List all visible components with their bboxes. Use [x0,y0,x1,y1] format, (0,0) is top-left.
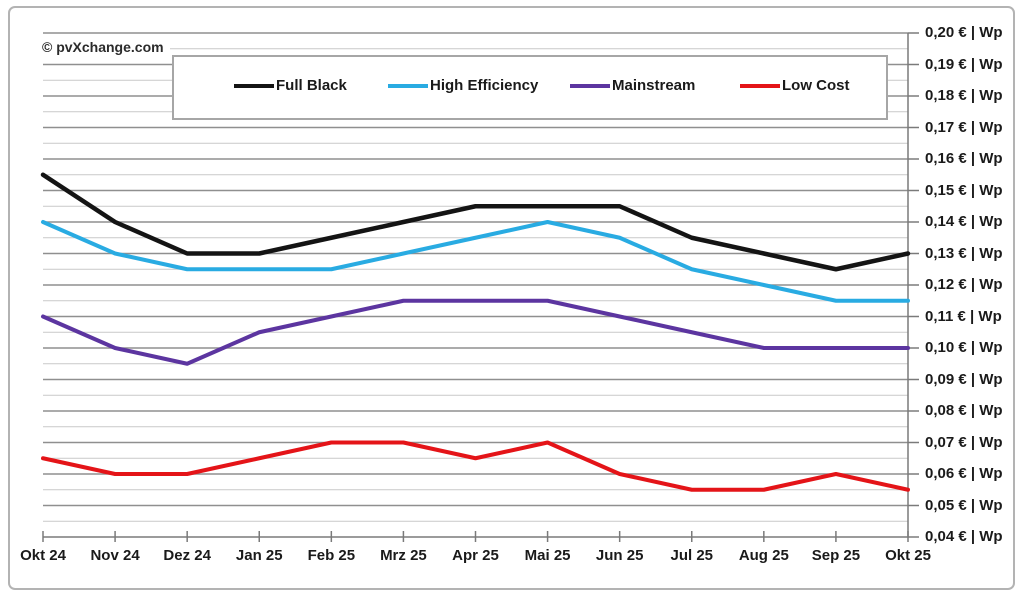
y-tick-label: 0,04 € | Wp [925,528,1003,545]
y-tick-label: 0,12 € | Wp [925,276,1003,293]
y-tick-label: 0,18 € | Wp [925,87,1003,104]
y-tick-label: 0,10 € | Wp [925,339,1003,356]
copyright-watermark: © pvXchange.com [40,38,170,56]
y-tick-label: 0,08 € | Wp [925,402,1003,419]
legend: Full Black High Efficiency Mainstream Low C… [172,55,888,120]
x-tick-label: Okt 24 [20,547,66,564]
series-line-high-efficiency [41,220,910,303]
legend-line-swatch-icon [234,83,274,88]
legend-item-low-cost: Low Cost [740,57,850,114]
legend-label: Low Cost [782,77,850,94]
y-tick-label: 0,14 € | Wp [925,213,1003,230]
legend-label: High Efficiency [430,77,539,94]
x-tick-label: Okt 25 [885,547,931,564]
x-tick-label: Jun 25 [595,547,644,564]
x-tick-label: Mai 25 [524,547,571,564]
y-tick-label: 0,19 € | Wp [925,55,1003,73]
y-tick-label: 0,16 € | Wp [925,150,1003,167]
y-tick-label: 0,15 € | Wp [925,181,1003,199]
x-tick-label: Jan 25 [235,547,283,564]
y-tick-label: 0,06 € | Wp [925,465,1003,482]
legend-line-swatch-icon [570,83,610,88]
legend-label: Mainstream [612,77,696,94]
x-tick-label: Apr 25 [452,547,499,564]
x-tick-label: Aug 25 [738,547,789,564]
y-tick-label: 0,17 € | Wp [925,118,1003,136]
series-line-low-cost [41,440,910,492]
x-tick-label: Jul 25 [670,547,714,564]
x-tick-label: Dez 24 [163,547,211,564]
legend-item-mainstream: Mainstream [570,57,695,114]
y-tick-label: 0,09 € | Wp [925,370,1003,388]
series-line-full-black [40,172,911,272]
x-tick-label: Mrz 25 [380,547,427,564]
y-tick-label: 0,20 € | Wp [925,24,1003,41]
legend-item-high-efficiency: High Efficiency [388,57,538,114]
y-tick-label: 0,07 € | Wp [925,433,1003,451]
series-line-mainstream [41,298,910,366]
y-tick-label: 0,11 € | Wp [925,307,1002,325]
y-tick-label: 0,13 € | Wp [925,244,1003,262]
legend-item-full-black: Full Black [234,57,347,114]
legend-line-swatch-icon [388,83,428,88]
x-tick-label: Sep 25 [811,547,861,564]
y-tick-label: 0,05 € | Wp [925,496,1003,514]
x-tick-label: Feb 25 [307,547,356,564]
legend-line-swatch-icon [740,83,780,88]
legend-label: Full Black [276,77,347,94]
x-tick-label: Nov 24 [90,547,140,564]
